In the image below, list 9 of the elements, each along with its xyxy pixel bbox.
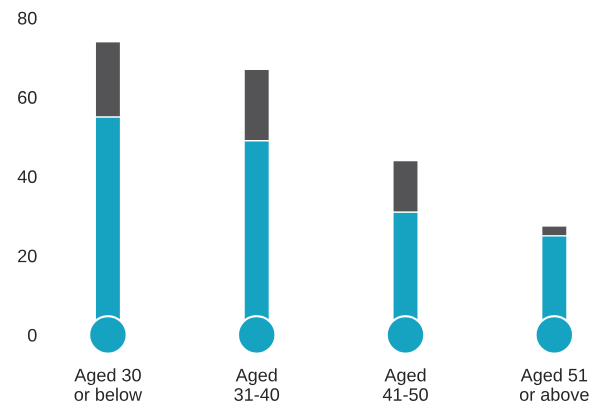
- y-tick-label: 20: [18, 250, 37, 262]
- x-tick-label: Aged 31-40: [234, 368, 280, 401]
- x-tick-label: Aged 51 or above: [520, 368, 589, 401]
- x-tick-label: Aged 41-50: [382, 368, 428, 401]
- y-tick-label: 0: [28, 328, 37, 342]
- y-tick-label: 40: [18, 170, 37, 184]
- y-tick-label: 60: [18, 91, 37, 104]
- y-tick-label: 80: [18, 12, 37, 25]
- x-tick-label: Aged 30 or below: [74, 368, 142, 401]
